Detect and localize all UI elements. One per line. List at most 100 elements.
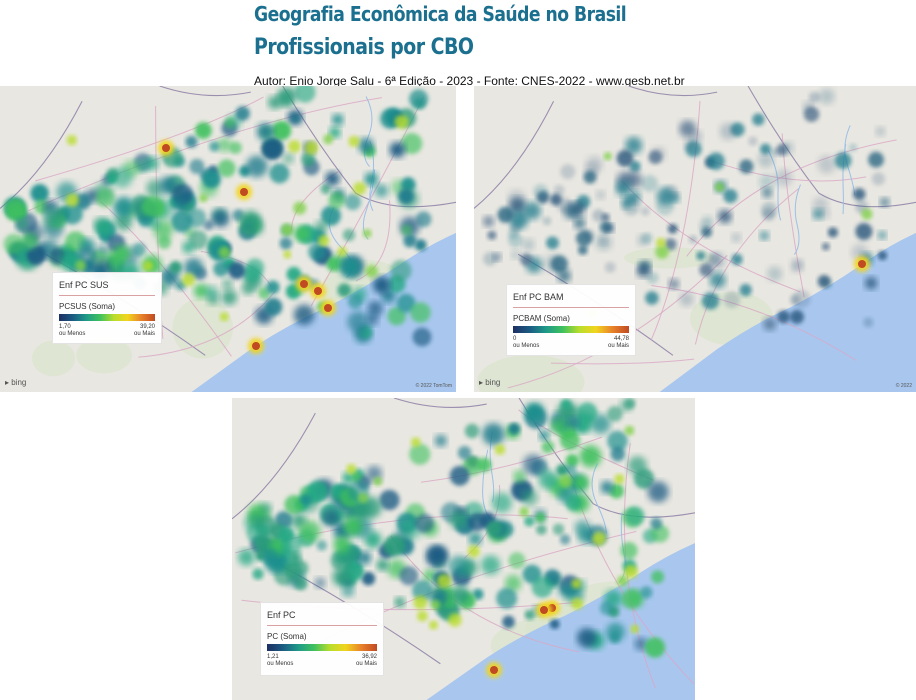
heat-point (255, 523, 270, 538)
terrain-patch (76, 337, 132, 374)
heat-point (357, 551, 372, 565)
heat-point (781, 141, 794, 155)
heat-point (544, 254, 562, 272)
heat-point (524, 516, 535, 527)
heat-point (820, 209, 831, 219)
heat-point (146, 179, 164, 198)
heat-point (620, 542, 638, 560)
map-panel-bam[interactable]: Enf PC BAM PCBAM (Soma) 0 ou Menos 44,78 o… (474, 86, 916, 392)
heat-point (293, 225, 310, 242)
heat-point (546, 236, 559, 250)
heat-point-bright (448, 613, 462, 627)
terrain-patch (32, 340, 76, 377)
heat-point (576, 230, 593, 247)
heat-point (229, 141, 242, 154)
heat-point-bright (655, 245, 669, 259)
heat-point (480, 555, 501, 575)
heat-point (468, 513, 487, 532)
heat-point-bright (346, 463, 357, 475)
heat-point-bright (318, 235, 330, 247)
legend-field-label: PCSUS (Soma) (59, 302, 116, 311)
heat-point (513, 470, 526, 483)
heat-point (523, 202, 541, 220)
heat-point (508, 422, 521, 435)
hotspot-core (314, 287, 322, 295)
map-panel-sus[interactable]: Enf PC SUS PCSUS (Soma) 1,70 ou Menos 39,… (0, 86, 456, 392)
heat-point-bright (630, 624, 640, 634)
heat-point (472, 588, 484, 600)
heat-point (486, 521, 502, 537)
heat-point (868, 151, 884, 168)
heat-point (592, 209, 605, 222)
heat-point (217, 138, 232, 152)
heat-point (641, 175, 658, 192)
heat-point (731, 232, 741, 243)
hotspot-core (858, 260, 866, 268)
heat-point (457, 446, 472, 460)
heat-point (567, 416, 580, 429)
heat-point (880, 197, 890, 207)
heat-point (399, 566, 419, 586)
legend-sus: Enf PC SUS PCSUS (Soma) 1,70 ou Menos 39,… (52, 272, 162, 344)
heat-point (521, 489, 538, 506)
heat-point (808, 91, 820, 103)
heat-point (290, 552, 302, 564)
heat-point (502, 615, 515, 629)
heat-point (491, 492, 512, 513)
heat-point (621, 589, 641, 609)
heat-point (818, 88, 835, 105)
heat-point (559, 534, 571, 545)
heatmap-pc[interactable] (232, 398, 695, 700)
heat-point (245, 258, 265, 277)
heat-point (434, 434, 447, 447)
heat-point (347, 311, 369, 333)
heat-point (817, 155, 836, 174)
heat-point (278, 526, 295, 543)
road-line (694, 188, 800, 345)
heat-point (641, 232, 653, 244)
heat-point-bright (519, 507, 530, 517)
heat-point (536, 524, 547, 535)
heat-point (709, 272, 726, 289)
heat-point (409, 443, 431, 465)
heat-point (708, 252, 721, 266)
heat-point (262, 548, 279, 565)
heat-point (366, 313, 379, 326)
heat-point (266, 280, 280, 294)
heat-point (541, 440, 555, 454)
legend-min-value: 1,70 ou Menos (59, 324, 86, 337)
heat-point (412, 580, 434, 601)
legend-bam: Enf PC BAM PCBAM (Soma) 0 ou Menos 44,78 o… (506, 284, 636, 356)
heat-point-bright (304, 141, 319, 155)
legend-min-value: 0 ou Menos (513, 336, 540, 349)
hotspot-core (162, 144, 170, 152)
legend-min-value: 1,21 ou Menos (267, 654, 294, 667)
heat-point-bright (467, 545, 480, 558)
heat-point (723, 291, 741, 309)
heat-point (172, 197, 187, 212)
heat-point-bright (437, 574, 452, 588)
bing-logo: ▸ bing (5, 378, 27, 387)
heat-point (222, 279, 233, 290)
heat-point (599, 236, 608, 246)
heat-point (524, 609, 535, 620)
heat-point (483, 216, 494, 227)
heat-point (739, 283, 752, 297)
heat-point (696, 251, 706, 261)
road-line (551, 358, 695, 365)
heat-point (812, 208, 824, 220)
map-panel-pc[interactable]: Enf PC PC (Soma) 1,21 ou Menos 36,92 ou Ma… (232, 398, 695, 700)
heat-point-bright (571, 597, 584, 610)
heat-point-bright (65, 193, 79, 207)
heat-point (264, 297, 283, 316)
legend-color-scale (59, 314, 155, 321)
heat-point (342, 472, 355, 484)
heat-point (560, 399, 572, 410)
heat-point-bright (219, 312, 229, 322)
heat-point (777, 310, 790, 324)
heat-point (95, 188, 115, 208)
heatmap-sus[interactable] (0, 86, 456, 392)
legend-divider (513, 307, 629, 308)
heat-point (812, 197, 829, 213)
heat-point (339, 256, 362, 278)
